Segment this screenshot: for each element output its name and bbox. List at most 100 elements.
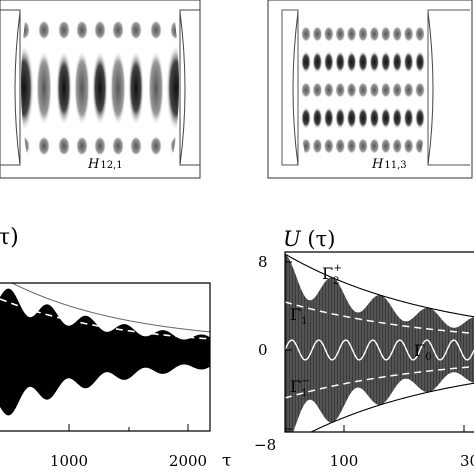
lobe <box>369 107 380 129</box>
gamma1-minus-curve <box>285 365 474 399</box>
lobe <box>301 51 311 73</box>
lobe <box>312 107 323 129</box>
lobe <box>301 82 311 98</box>
lobe <box>301 107 311 129</box>
lobe <box>323 82 334 98</box>
lobe <box>415 82 425 98</box>
lobe <box>92 50 108 126</box>
y-tick-label: −8 <box>254 436 276 454</box>
lobe <box>346 51 357 73</box>
lobe <box>392 107 403 129</box>
side-lobe <box>38 136 50 156</box>
lobe <box>301 26 311 42</box>
x-tick-label: 100 <box>330 452 359 470</box>
gamma2-minus-curve <box>309 382 474 432</box>
lobe <box>358 107 368 129</box>
lobe <box>323 107 334 129</box>
lobe <box>110 50 126 126</box>
lobe <box>392 138 403 154</box>
side-lobe <box>150 136 162 156</box>
x-axis-label: τ <box>222 451 231 471</box>
lobe <box>380 138 391 154</box>
lobe <box>346 82 357 98</box>
side-lobe <box>58 20 70 40</box>
lobe <box>74 50 90 126</box>
mode-panel-h11-3: H11,3 <box>267 0 473 179</box>
lobe <box>403 138 414 154</box>
lobe <box>148 50 164 126</box>
lobe <box>358 26 368 42</box>
label-gamma1-minus: Γ1− <box>290 376 310 399</box>
side-lobe <box>38 20 50 40</box>
right-mirror-bracket <box>427 9 470 166</box>
gamma0-curve <box>285 339 474 361</box>
lobe <box>380 51 391 73</box>
lobe <box>358 82 368 98</box>
side-lobe <box>76 136 88 156</box>
lobe <box>369 82 380 98</box>
mode-intensity-pattern <box>21 20 179 156</box>
gamma1-curve <box>285 301 474 335</box>
lobe <box>358 51 368 73</box>
mode-label: H12,1 <box>87 157 123 172</box>
lobe <box>323 51 334 73</box>
signal-band <box>285 254 474 432</box>
lobe <box>369 138 380 154</box>
lobe <box>312 26 323 42</box>
x-tick-label: 30 <box>460 452 474 470</box>
mean-envelope-dashed <box>0 298 210 340</box>
lobe <box>335 51 346 73</box>
lobe <box>403 51 414 73</box>
lobe <box>392 26 403 42</box>
left-mirror-bracket <box>0 9 21 166</box>
lobe <box>392 82 403 98</box>
y-axis-label: U (τ) <box>283 227 335 251</box>
lobe <box>312 138 323 154</box>
lobe <box>335 107 346 129</box>
right-mirror-arc <box>427 11 434 166</box>
lobe <box>415 26 425 42</box>
chart-left: τ) 1000 2000 τ <box>0 225 231 471</box>
side-lobe <box>150 20 162 40</box>
left-mirror-arc <box>292 11 299 166</box>
lobe <box>335 26 346 42</box>
lobe <box>166 44 179 132</box>
lobe <box>36 50 52 126</box>
gamma2-plus-curve <box>285 253 474 318</box>
lobe <box>369 51 380 73</box>
lobe <box>380 26 391 42</box>
chart-right: U (τ) 8 0 −8 100 30 Γ2+ Γ1 Γ0 Γ1− <box>254 227 474 470</box>
envelope-curve <box>11 283 210 333</box>
side-lobe <box>58 136 70 156</box>
lobe <box>403 107 414 129</box>
lobe <box>415 107 425 129</box>
lobe <box>369 26 380 42</box>
lobe <box>56 50 72 126</box>
lobe <box>380 107 391 129</box>
side-lobe <box>112 20 124 40</box>
lobe <box>323 138 334 154</box>
side-lobe <box>112 136 124 156</box>
y-axis-label: τ) <box>0 225 19 250</box>
lobe <box>380 82 391 98</box>
lobe <box>312 51 323 73</box>
label-gamma2-plus: Γ2+ <box>322 263 342 287</box>
side-lobe <box>130 136 142 156</box>
x-tick-label: 2000 <box>169 452 207 470</box>
side-lobe <box>130 20 142 40</box>
mode-panel-h12-1: H12,1 <box>0 0 201 179</box>
mode-intensity-pattern <box>301 26 425 154</box>
plot-frame <box>0 282 211 432</box>
side-lobe <box>76 20 88 40</box>
hatch-lines <box>285 254 474 432</box>
x-tick-label: 1000 <box>50 452 88 470</box>
lobe <box>346 138 357 154</box>
lobe <box>403 26 414 42</box>
lobe <box>346 107 357 129</box>
lobe <box>335 82 346 98</box>
lobe <box>312 82 323 98</box>
signal-band <box>0 288 210 416</box>
side-lobe <box>94 136 106 156</box>
lobe <box>415 51 425 73</box>
y-tick-label: 0 <box>258 341 268 359</box>
